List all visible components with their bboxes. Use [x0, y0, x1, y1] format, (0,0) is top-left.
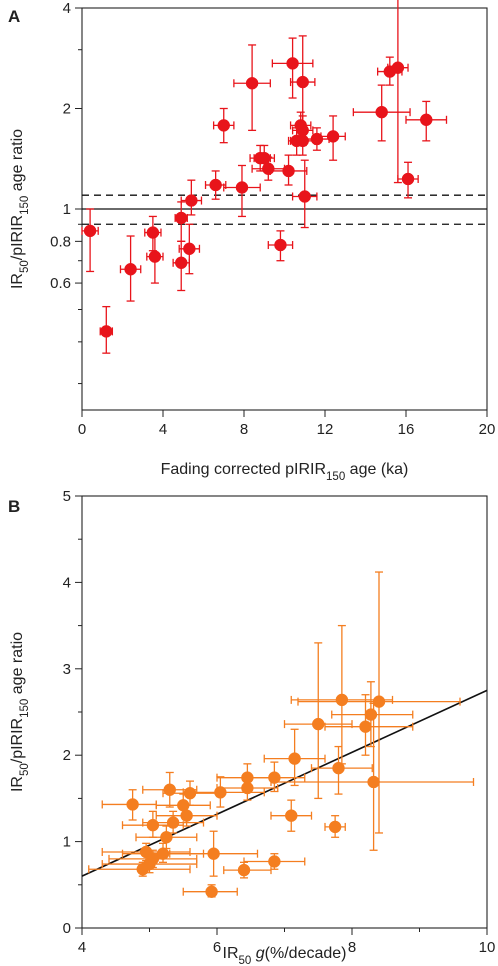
data-point	[241, 781, 254, 795]
y-tick-label: 4	[63, 0, 71, 17]
data-point	[359, 720, 372, 733]
data-point	[83, 224, 97, 238]
data-point	[268, 855, 281, 868]
data-point	[274, 238, 287, 252]
data-point	[146, 852, 160, 866]
data-point	[146, 818, 160, 832]
x-tick-label: 8	[348, 939, 356, 956]
y-tick-label: 0	[63, 920, 71, 937]
data-point	[174, 211, 188, 225]
y-axis-label: IR50/pIRIR150 age ratio	[9, 632, 31, 792]
y-tick-label: 4	[63, 574, 71, 591]
data-point	[364, 708, 378, 721]
data-point	[285, 809, 298, 822]
data-point	[174, 256, 188, 270]
x-tick-label: 12	[317, 421, 334, 438]
y-tick-label: 1	[63, 834, 71, 851]
data-point	[296, 134, 309, 148]
data-point	[312, 717, 325, 731]
x-tick-label: 10	[479, 939, 496, 956]
y-tick-label: 0.8	[50, 233, 71, 250]
data-point	[185, 194, 198, 207]
data-point	[183, 786, 197, 800]
data-point	[367, 775, 380, 789]
y-tick-label: 2	[63, 747, 71, 764]
chart-panel-b: B 4 6 8 10 0 1 2 3 4 5 IR50 g(%/decade) IR50/pIRIR15…	[8, 488, 495, 966]
data-point	[420, 113, 433, 127]
data-point	[282, 164, 295, 178]
data-point	[209, 178, 222, 192]
x-axis-label: IR50 g(%/decade)	[223, 945, 347, 966]
regression-line	[81, 689, 488, 877]
data-point	[183, 242, 196, 256]
y-tick-label: 3	[63, 661, 71, 678]
x-tick-label: 4	[78, 939, 86, 956]
y-tick-label: 5	[63, 488, 71, 505]
data-point	[124, 262, 137, 276]
x-tick-label: 16	[398, 421, 415, 438]
data-point	[148, 250, 162, 263]
data-point	[237, 863, 251, 877]
data-point	[235, 181, 249, 194]
data-point	[146, 226, 160, 239]
data-point	[328, 820, 342, 834]
data-point	[296, 75, 309, 89]
data-point	[372, 695, 386, 708]
panel-label: A	[8, 7, 20, 26]
data-point	[335, 693, 349, 707]
data-point	[258, 151, 271, 165]
data-point	[166, 816, 180, 829]
data-point	[217, 119, 230, 132]
data-point	[207, 847, 220, 860]
data-point	[245, 77, 259, 90]
x-tick-label: 20	[479, 421, 496, 438]
data-point	[180, 809, 193, 822]
x-tick-label: 4	[159, 421, 167, 438]
x-tick-label: 6	[213, 939, 221, 956]
data-point	[268, 771, 281, 784]
data-point	[391, 61, 405, 74]
data-point	[375, 105, 388, 119]
data-point	[332, 761, 345, 775]
data-point	[156, 847, 170, 860]
x-tick-label: 8	[240, 421, 248, 438]
data-point	[326, 130, 340, 143]
data-point	[126, 798, 139, 811]
data-point	[298, 190, 311, 203]
data-point	[214, 786, 227, 799]
data-point	[262, 162, 275, 175]
data-point	[401, 172, 415, 186]
y-tick-label: 1	[63, 201, 71, 218]
data-point	[160, 831, 173, 844]
data-point	[296, 124, 309, 137]
y-axis-label: IR50/pIRIR150 age ratio	[9, 129, 31, 289]
x-axis-label: Fading corrected pIRIR150 age (ka)	[161, 461, 409, 483]
y-tick-label: 0.6	[50, 275, 71, 292]
data-point	[100, 325, 113, 338]
data-point	[163, 783, 176, 797]
data-point	[205, 885, 218, 898]
panel-label: B	[8, 497, 20, 516]
data-point	[288, 752, 301, 765]
data-point	[286, 57, 299, 70]
x-tick-label: 0	[78, 421, 86, 438]
y-tick-label: 2	[63, 101, 71, 118]
data-point	[310, 132, 324, 146]
